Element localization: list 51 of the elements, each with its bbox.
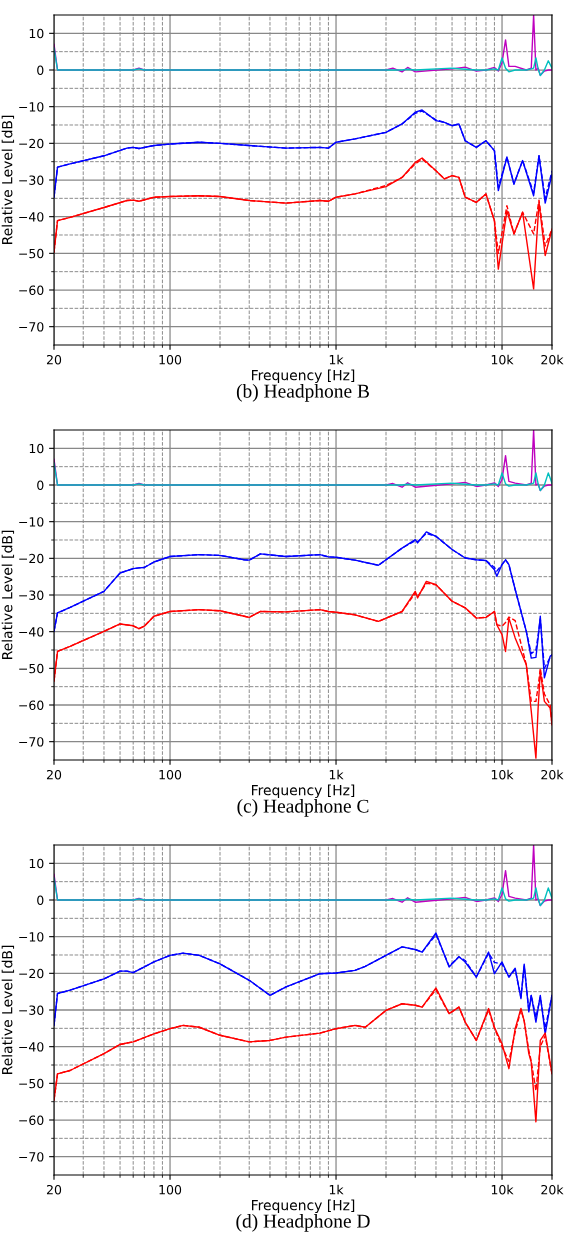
y-tick-label: −30: [19, 1005, 44, 1015]
x-tick-label: 20: [46, 354, 62, 365]
x-tick-label: 10k: [491, 354, 514, 365]
y-tick-label: −70: [19, 737, 44, 747]
y-tick-label: −60: [19, 700, 44, 710]
y-axis-title: Relative Level [dB]: [1, 530, 15, 659]
x-tick-label: 10k: [491, 769, 514, 780]
y-tick-label: −10: [19, 932, 44, 942]
x-tick-label: 20k: [541, 769, 564, 780]
y-tick-label: −50: [19, 248, 44, 259]
y-tick-label: −40: [19, 212, 44, 222]
text: (d) Headphone D: [236, 1214, 370, 1232]
y-tick-label: 0: [37, 480, 44, 490]
x-tick-label: 20: [46, 769, 62, 780]
y-tick-label: −10: [19, 517, 44, 527]
x-tick-label: 10k: [491, 1184, 514, 1195]
y-tick-label: −50: [19, 663, 44, 674]
text: (c) Headphone C: [237, 799, 369, 817]
x-tick-label: 1k: [329, 769, 344, 780]
x-tick-label: 100: [159, 769, 182, 780]
y-tick-label: −40: [19, 1042, 44, 1052]
text: (b) Headphone B: [236, 384, 369, 402]
y-tick-label: 0: [37, 895, 44, 905]
y-tick-label: −70: [19, 322, 44, 332]
y-tick-label: −20: [19, 553, 44, 564]
x-tick-label: 20: [46, 1184, 62, 1195]
x-tick-label: 20k: [541, 354, 564, 365]
y-axis-title: Relative Level [dB]: [1, 115, 15, 244]
x-tick-label: 100: [159, 354, 182, 365]
x-axis-title: Frequency [Hz]: [252, 1199, 355, 1214]
y-axis-title: Relative Level [dB]: [1, 945, 15, 1074]
y-tick-label: −60: [19, 285, 44, 295]
x-tick-label: 20k: [541, 1184, 564, 1195]
y-tick-label: 0: [37, 65, 44, 75]
y-tick-label: 10: [29, 443, 44, 454]
y-tick-label: −40: [19, 627, 44, 637]
x-axis-title: Frequency [Hz]: [252, 784, 355, 799]
y-tick-label: −30: [19, 175, 44, 185]
y-tick-label: −60: [19, 1115, 44, 1125]
x-tick-label: 1k: [329, 354, 344, 365]
x-tick-label: 100: [159, 1184, 182, 1195]
y-tick-label: 10: [29, 28, 44, 39]
y-tick-label: −10: [19, 102, 44, 112]
y-tick-label: −70: [19, 1152, 44, 1162]
y-tick-label: −50: [19, 1078, 44, 1089]
x-axis-title: Frequency [Hz]: [252, 369, 355, 384]
y-tick-label: 10: [29, 858, 44, 869]
x-tick-label: 1k: [329, 1184, 344, 1195]
y-tick-label: −30: [19, 590, 44, 600]
y-tick-label: −20: [19, 138, 44, 149]
y-tick-label: −20: [19, 968, 44, 979]
